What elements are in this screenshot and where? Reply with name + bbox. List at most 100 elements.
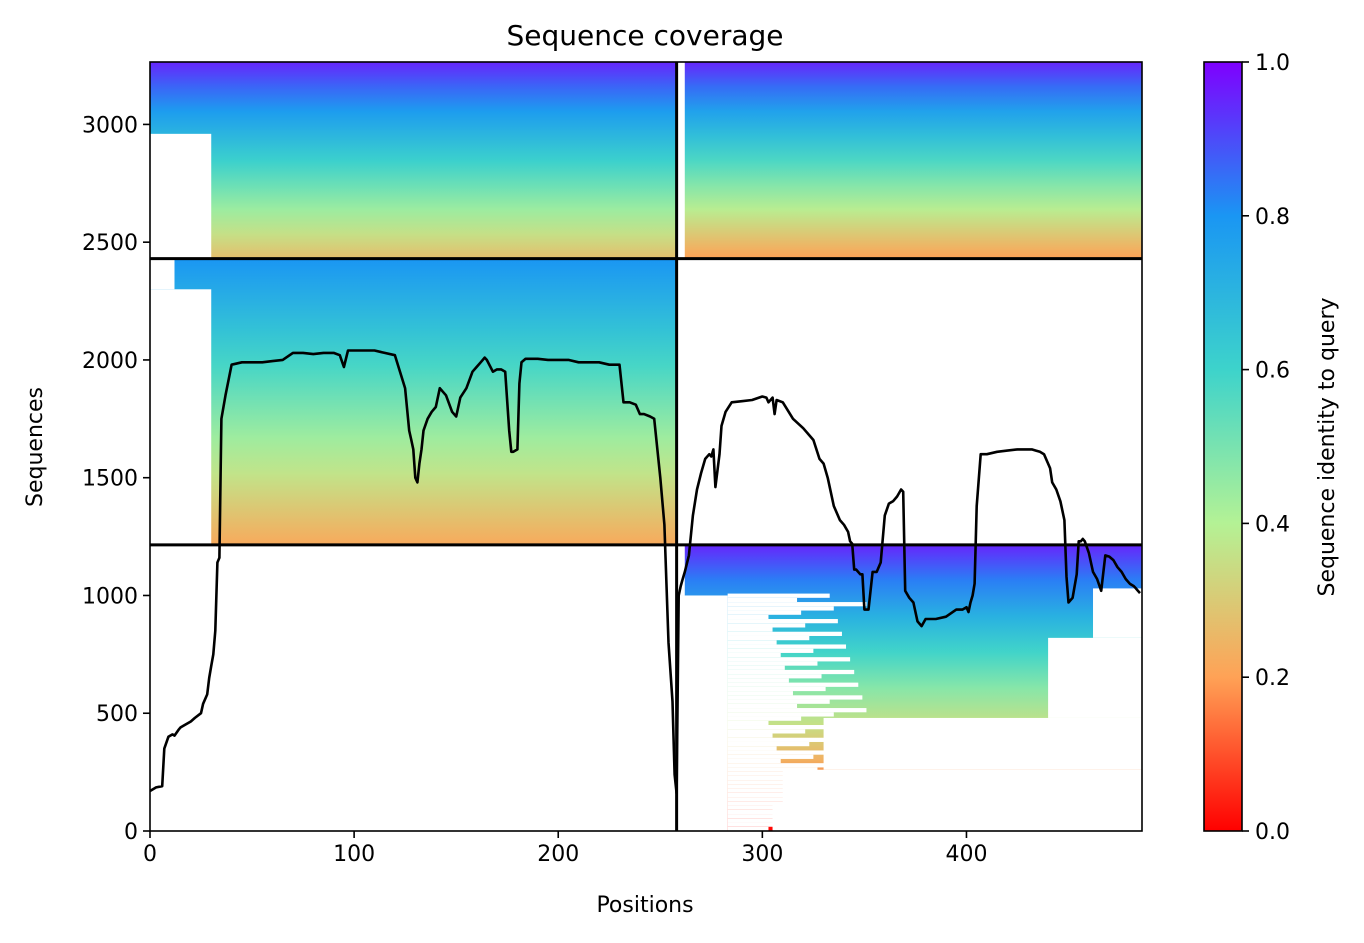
gap-region (727, 708, 867, 713)
gap-region (727, 716, 802, 721)
gap-region (727, 826, 769, 831)
gap-region (727, 627, 773, 632)
plot-clip-group (150, 62, 1142, 831)
gap-region (727, 805, 830, 810)
gap-region (727, 593, 830, 598)
gap-region (727, 602, 867, 607)
heatmap-block-0 (150, 62, 677, 259)
gap-region (727, 809, 798, 815)
gap-region (727, 669, 855, 675)
gap-region (727, 725, 838, 730)
coverage-line (150, 349, 1141, 795)
gap-region (727, 699, 830, 704)
y-tick-label: 1000 (82, 584, 138, 609)
gap-region (727, 657, 851, 662)
gap-region (727, 665, 785, 670)
gap-region (727, 686, 826, 692)
gap-region (727, 712, 834, 717)
gap-region (727, 652, 781, 658)
gap-region (727, 737, 842, 742)
heatmap-block-1 (676, 62, 1142, 259)
gap-region (150, 289, 212, 545)
plot-frame (149, 61, 1143, 832)
gap-region (727, 729, 806, 734)
gap-region (727, 691, 793, 696)
gap-region (727, 674, 822, 679)
colorbar-label: Sequence identity to query (1315, 297, 1340, 596)
y-tick-label: 0 (124, 820, 138, 845)
gap-region (727, 631, 842, 636)
plot-area (150, 62, 1142, 831)
gap-region (727, 619, 838, 624)
x-tick-label: 100 (333, 842, 375, 867)
y-tick-label: 1500 (82, 467, 138, 492)
block-separators (150, 62, 1142, 831)
gap-region (727, 788, 859, 793)
gap-region (727, 801, 863, 806)
colorbar-frame (1203, 61, 1243, 832)
gap-region (727, 661, 818, 666)
gap-region (727, 754, 814, 759)
gap-region (727, 678, 789, 683)
gap-region (727, 741, 810, 747)
y-tick-label: 3000 (82, 113, 138, 138)
gap-region (823, 717, 1142, 770)
gap-region (727, 763, 851, 768)
y-tick-label: 2500 (82, 231, 138, 256)
gap-region (1093, 588, 1142, 638)
gap-region (727, 792, 826, 798)
gap-region (727, 597, 798, 603)
heatmap-block-2 (150, 258, 677, 545)
gap-region (727, 767, 818, 772)
gap-region (727, 822, 802, 827)
gap-region (727, 682, 859, 687)
gap-region (727, 814, 867, 819)
gap-region (727, 644, 847, 649)
gap-region (727, 758, 781, 764)
colorbar: 0.0 0.2 0.4 0.6 0.8 1.0 (1203, 51, 1290, 845)
x-tick-label: 400 (945, 842, 987, 867)
gap-region (727, 695, 863, 700)
colorbar-tick-label: 0.6 (1255, 359, 1290, 384)
gap-region (727, 784, 789, 789)
gap-region (150, 133, 212, 259)
x-tick-label: 200 (537, 842, 579, 867)
colorbar-tick-label: 0.4 (1255, 512, 1290, 537)
gap-region (727, 797, 793, 802)
gap-region (676, 62, 685, 259)
y-tick-label: 2000 (82, 349, 138, 374)
gap-region (727, 606, 834, 611)
gap-region (676, 595, 728, 831)
chart-title: Sequence coverage (506, 19, 783, 52)
gap-region (676, 544, 685, 596)
gap-texture (150, 62, 1142, 831)
gap-region (727, 771, 785, 776)
gap-region (727, 614, 769, 620)
gap-region (1048, 637, 1142, 718)
gap-region (727, 623, 806, 628)
x-tick-label: 300 (741, 842, 783, 867)
colorbar-tick-label: 0.0 (1255, 820, 1290, 845)
gap-region (727, 775, 855, 781)
gap-region (727, 746, 777, 751)
colorbar-tick-label: 1.0 (1255, 51, 1290, 76)
gap-region (727, 780, 822, 785)
gap-region (727, 640, 777, 645)
y-tick-label: 500 (96, 702, 138, 727)
gap-region (727, 648, 814, 653)
gap-region (727, 703, 798, 709)
colorbar-tick-label: 0.2 (1255, 666, 1290, 691)
gap-region (727, 818, 834, 823)
gap-region (727, 733, 773, 738)
gap-region (727, 720, 769, 726)
gap-region (727, 635, 810, 641)
x-axis-label: Positions (596, 893, 693, 918)
colorbar-tick-label: 0.8 (1255, 205, 1290, 230)
x-tick-label: 0 (143, 842, 157, 867)
gap-region (727, 750, 847, 755)
colorbar-gradient (1204, 62, 1242, 831)
gap-region (727, 610, 802, 615)
gap-region (150, 258, 175, 290)
